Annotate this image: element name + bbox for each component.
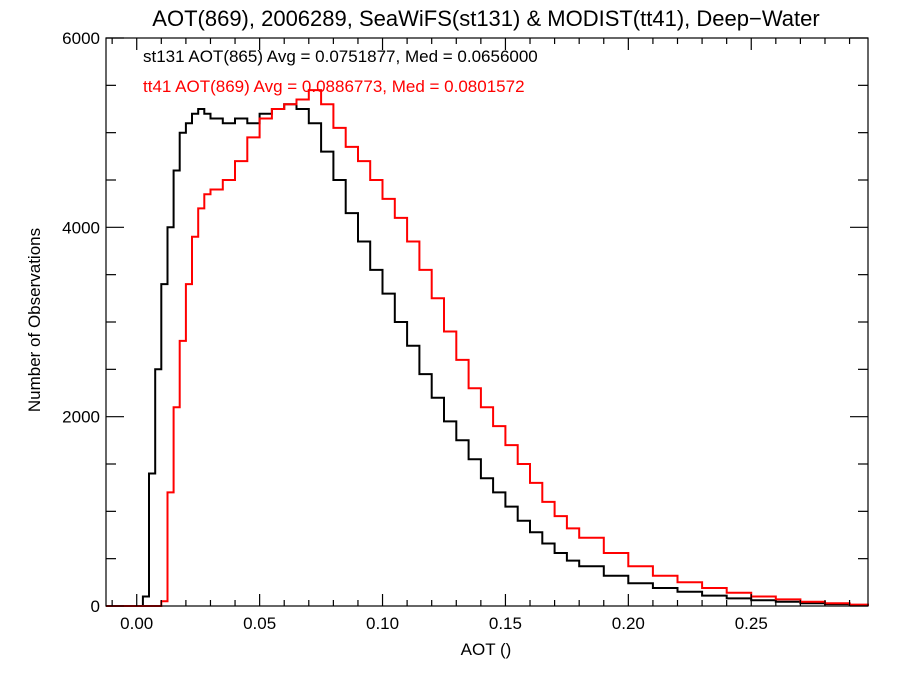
y-tick-label: 2000	[62, 408, 100, 427]
series-layer	[106, 89, 869, 607]
series-st131-line	[106, 103, 869, 607]
x-tick-label: 0.25	[735, 614, 768, 633]
x-tick-label: 0.00	[120, 614, 153, 633]
x-tick-label: 0.15	[489, 614, 522, 633]
x-tick-label: 0.20	[612, 614, 645, 633]
annotation-tt41-stats: tt41 AOT(869) Avg = 0.0886773, Med = 0.0…	[143, 77, 525, 96]
x-tick-label: 0.05	[243, 614, 276, 633]
axes-layer	[105, 37, 869, 607]
x-tick-label: 0.10	[366, 614, 399, 633]
y-tick-label: 6000	[62, 29, 100, 48]
y-axis-label: Number of Observations	[25, 228, 44, 412]
y-tick-label: 4000	[62, 218, 100, 237]
ticks-layer: 0.00 0.05 0.10 0.15 0.20 0.25 0 2000 4000 6000	[62, 29, 868, 633]
plot-frame	[105, 37, 869, 607]
y-tick-label: 0	[91, 597, 100, 616]
x-axis-label: AOT ()	[461, 640, 512, 659]
chart-title: AOT(869), 2006289, SeaWiFS(st131) & MODI…	[152, 6, 819, 31]
annotation-st131-stats: st131 AOT(865) Avg = 0.0751877, Med = 0.…	[143, 47, 538, 66]
series-tt41-line	[106, 89, 869, 607]
